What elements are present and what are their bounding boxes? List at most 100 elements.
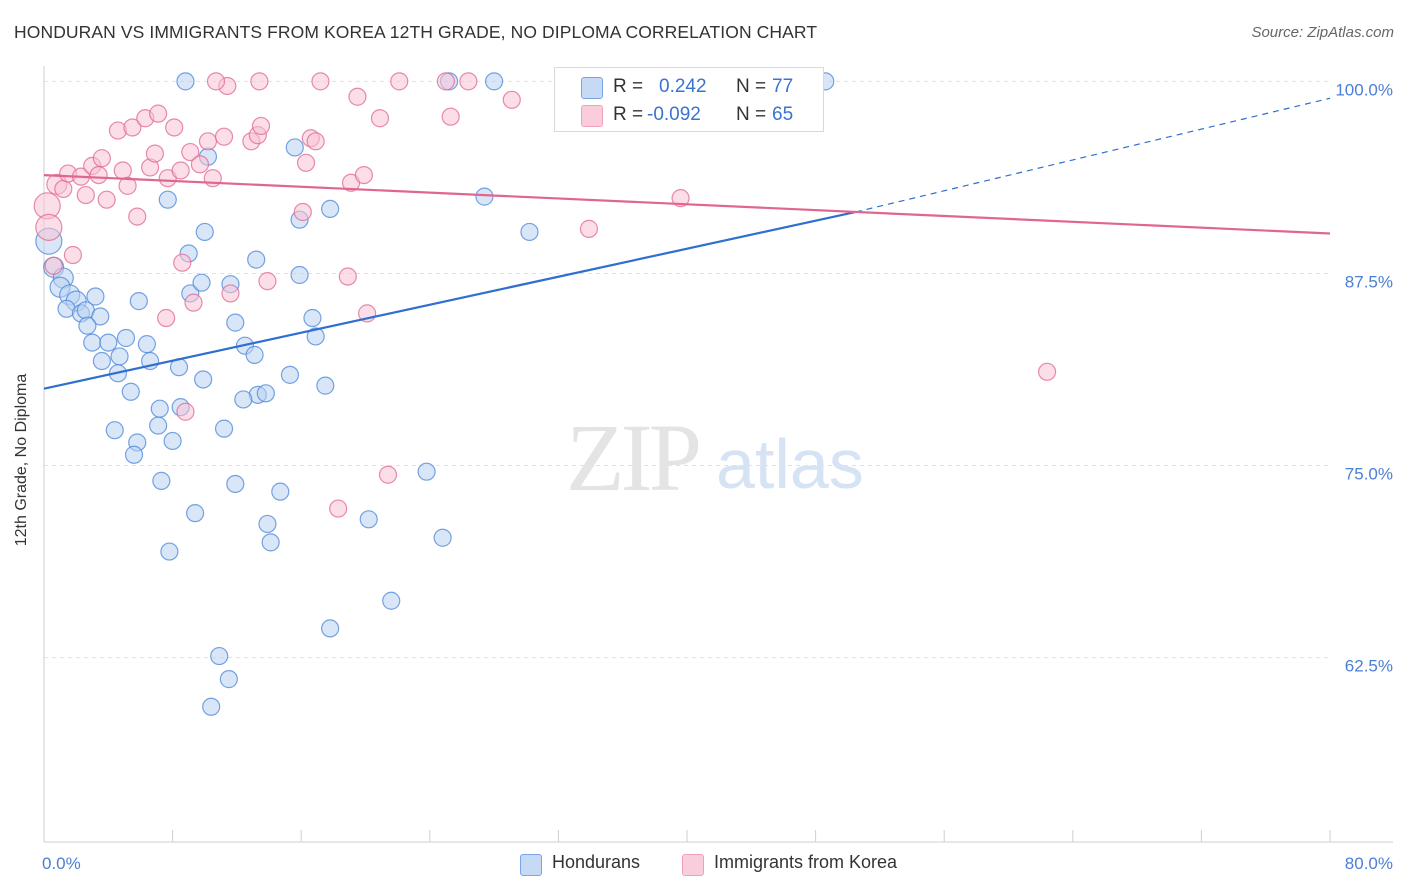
- point-hondurans: [194, 370, 213, 389]
- point-korea: [97, 190, 116, 209]
- source-credit: Source: ZipAtlas.com: [1251, 24, 1394, 41]
- point-hondurans: [158, 190, 177, 209]
- legend-row-korea: R = -0.092 N = 65: [555, 100, 823, 128]
- point-hondurans: [116, 328, 136, 348]
- point-korea: [165, 118, 184, 137]
- point-korea: [176, 402, 195, 421]
- point-hondurans: [149, 416, 168, 435]
- point-hondurans: [160, 542, 179, 561]
- chart-title: HONDURAN VS IMMIGRANTS FROM KOREA 12TH G…: [14, 22, 818, 42]
- point-hondurans: [110, 347, 129, 366]
- legend-r-label: R =: [613, 104, 644, 125]
- legend-r-value: 0.242: [659, 76, 707, 97]
- y-tick-label: 100.0%: [1335, 80, 1393, 99]
- point-hondurans: [234, 390, 253, 409]
- point-hondurans: [256, 384, 275, 403]
- point-korea: [198, 132, 218, 151]
- bottom-legend-swatch-hondurans: [520, 854, 542, 876]
- point-korea: [92, 149, 111, 168]
- point-hondurans: [306, 327, 325, 346]
- point-hondurans: [186, 504, 205, 523]
- point-korea: [118, 176, 137, 195]
- point-hondurans: [163, 431, 182, 451]
- point-hondurans: [129, 292, 148, 311]
- point-korea: [157, 308, 176, 328]
- stats-legend: R = 0.242 N = 77 R = -0.092 N = 65: [554, 67, 824, 132]
- point-hondurans: [214, 419, 234, 438]
- point-hondurans: [152, 471, 171, 490]
- point-korea: [441, 107, 460, 126]
- grid-lines: [44, 80, 1330, 659]
- point-hondurans: [382, 591, 401, 610]
- point-hondurans: [258, 514, 277, 534]
- point-korea: [206, 72, 226, 91]
- legend-swatch-korea: [581, 105, 603, 127]
- point-korea: [113, 161, 132, 180]
- trend-lines: [43, 97, 1331, 390]
- point-korea: [54, 179, 73, 199]
- point-hondurans: [316, 376, 335, 395]
- point-korea: [370, 109, 390, 128]
- bottom-legend-label: Hondurans: [552, 852, 641, 872]
- legend-n-label: N =: [736, 76, 767, 97]
- point-hondurans: [285, 138, 304, 157]
- point-korea: [63, 245, 83, 265]
- point-korea: [579, 219, 599, 238]
- point-korea: [89, 166, 108, 185]
- point-korea: [436, 72, 455, 91]
- point-hondurans: [105, 421, 124, 440]
- point-hondurans: [219, 670, 238, 689]
- point-hondurans: [202, 697, 221, 716]
- point-hondurans: [210, 646, 229, 666]
- bottom-legend-swatch-korea: [682, 854, 704, 876]
- point-korea: [258, 272, 277, 291]
- y-tick-label: 87.5%: [1345, 272, 1393, 291]
- watermark-zip: ZIP: [566, 404, 699, 511]
- point-hondurans: [475, 187, 494, 206]
- point-korea: [145, 144, 165, 163]
- point-korea: [502, 90, 521, 109]
- point-hondurans: [417, 462, 436, 481]
- trend-line-korea: [43, 174, 1331, 235]
- point-korea: [181, 142, 200, 162]
- point-korea: [128, 207, 147, 226]
- point-hondurans: [91, 307, 110, 326]
- y-tick-label: 75.0%: [1345, 465, 1393, 484]
- trend-line-hondurans: [43, 210, 857, 390]
- x-tick-label: 80.0%: [1345, 854, 1393, 873]
- point-hondurans: [261, 533, 280, 552]
- point-hondurans: [485, 72, 504, 91]
- point-hondurans: [280, 365, 300, 384]
- point-korea: [173, 253, 192, 272]
- point-hondurans: [226, 474, 245, 494]
- bottom-legend-label: Immigrants from Korea: [714, 852, 898, 872]
- point-korea: [311, 72, 330, 91]
- point-hondurans: [83, 333, 102, 352]
- point-korea: [171, 161, 190, 180]
- point-hondurans: [195, 222, 214, 242]
- point-hondurans: [433, 528, 452, 547]
- point-hondurans: [78, 316, 97, 335]
- point-korea: [306, 132, 325, 151]
- legend-n-value: 65: [772, 104, 794, 125]
- x-tick-label: 0.0%: [42, 854, 81, 873]
- point-korea: [378, 465, 398, 484]
- point-hondurans: [520, 222, 539, 242]
- point-hondurans: [271, 482, 290, 501]
- legend-row-hondurans: R = 0.242 N = 77: [555, 72, 823, 100]
- point-hondurans: [121, 382, 140, 401]
- point-hondurans: [137, 335, 156, 354]
- point-hondurans: [226, 313, 245, 332]
- point-hondurans: [321, 199, 340, 219]
- point-hondurans: [92, 351, 111, 371]
- point-hondurans: [290, 265, 309, 285]
- point-hondurans: [86, 287, 105, 306]
- point-korea: [214, 127, 234, 146]
- watermark-atlas: atlas: [716, 425, 864, 503]
- y-tick-label: 62.5%: [1345, 657, 1393, 676]
- point-korea: [1037, 362, 1057, 381]
- point-korea: [190, 155, 210, 174]
- legend-r-label: R =: [613, 76, 644, 97]
- point-hondurans: [321, 619, 340, 638]
- data-points: [33, 72, 1057, 716]
